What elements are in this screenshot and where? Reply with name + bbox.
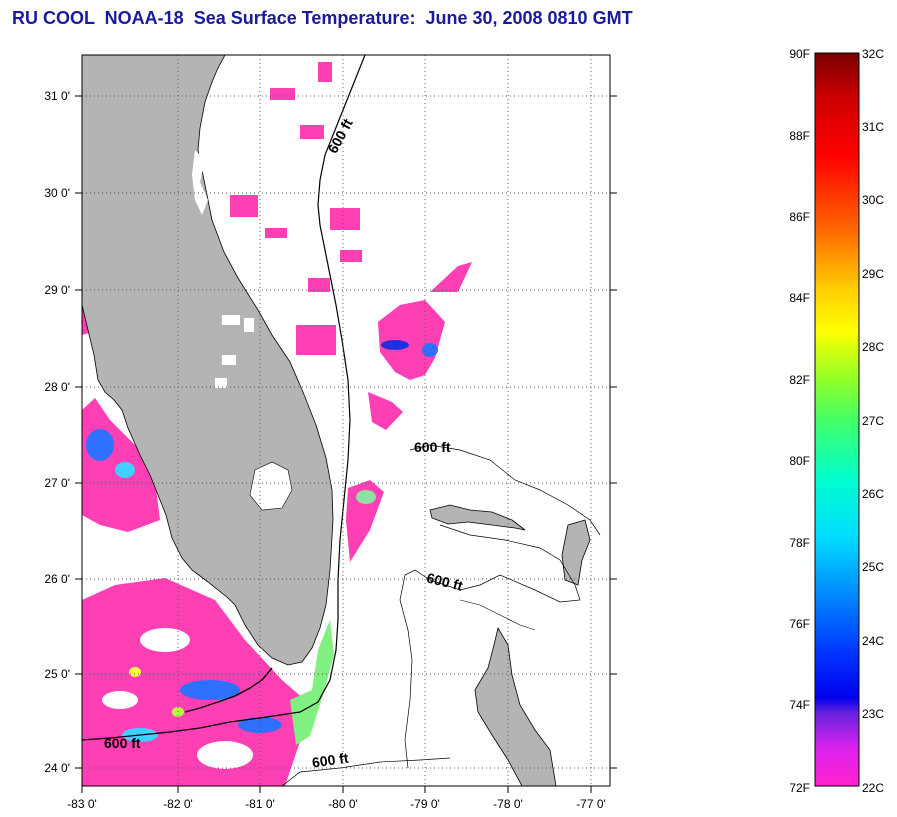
celsius-label: 28C <box>862 340 884 354</box>
little-bahama-bank-edge <box>409 444 601 536</box>
fahrenheit-label: 76F <box>789 617 810 631</box>
celsius-label: 27C <box>862 414 884 428</box>
fahrenheit-label: 82F <box>789 373 810 387</box>
isobath-label: 600 ft <box>104 735 141 751</box>
sst-patch-small <box>300 125 324 139</box>
lon-tick-label: -79 0' <box>410 797 440 811</box>
lon-tick-label: -81 0' <box>245 797 275 811</box>
great-bahama-bank-edge <box>399 524 581 769</box>
celsius-label: 30C <box>862 193 884 207</box>
lat-tick-label: 27 0' <box>44 476 70 490</box>
bank-edge <box>459 599 536 631</box>
colorbar-gradient <box>814 52 860 787</box>
lon-tick-label: -80 0' <box>328 797 358 811</box>
lon-tick-label: -78 0' <box>493 797 523 811</box>
lat-tick-label: 24 0' <box>44 761 70 775</box>
sst-patch-warmest <box>129 667 141 677</box>
map-grid <box>82 55 610 786</box>
sst-patch-warm <box>356 490 376 504</box>
andros-island <box>474 626 557 786</box>
sst-patch-small <box>230 195 258 217</box>
map-plot-area <box>82 55 610 786</box>
sst-patch-small <box>296 325 336 355</box>
lat-tick-label: 26 0' <box>44 572 70 586</box>
cloud-gap <box>140 628 190 652</box>
temperature-colorbar: 90F 88F 86F 84F 82F 80F 78F 76F 74F 72F … <box>789 47 884 795</box>
lon-tick-label: -82 0' <box>163 797 193 811</box>
isobath-label: 600 ft <box>414 439 451 455</box>
sst-patch-small <box>330 208 360 230</box>
cloud-gap <box>197 741 253 769</box>
inland-lake <box>215 378 227 388</box>
longitude-labels: -83 0' -82 0' -81 0' -80 0' -79 0' -78 0… <box>67 797 606 811</box>
fahrenheit-label: 84F <box>789 291 810 305</box>
map-title: RU COOL NOAA-18 Sea Surface Temperature:… <box>12 8 633 28</box>
sst-patch-small <box>340 250 362 262</box>
lon-tick-label: -83 0' <box>67 797 97 811</box>
florida-landmass <box>82 55 334 666</box>
cloud-gap <box>102 691 138 709</box>
lat-tick-label: 25 0' <box>44 667 70 681</box>
sst-patch-warm <box>115 462 135 478</box>
sst-patch-offshore <box>430 262 472 292</box>
celsius-label: 25C <box>862 560 884 574</box>
celsius-label: 32C <box>862 47 884 61</box>
celsius-label: 22C <box>862 781 884 795</box>
sst-patch-offshore <box>368 392 403 430</box>
celsius-label: 24C <box>862 634 884 648</box>
lat-tick-label: 31 0' <box>44 89 70 103</box>
fahrenheit-label: 90F <box>789 47 810 61</box>
sst-patch-offshore <box>378 300 445 380</box>
fahrenheit-scale: 90F 88F 86F 84F 82F 80F 78F 76F 74F 72F <box>789 47 810 795</box>
sst-patch-warm <box>422 343 438 357</box>
celsius-label: 26C <box>862 487 884 501</box>
lon-tick-label: -77 0' <box>576 797 606 811</box>
sst-patch-small <box>318 62 332 82</box>
sst-patch-small <box>265 228 287 238</box>
celsius-label: 29C <box>862 267 884 281</box>
inland-lake <box>222 355 236 365</box>
sst-patch-warm <box>238 717 282 733</box>
florida-keys <box>184 667 273 713</box>
abaco-island <box>561 519 591 586</box>
lat-tick-label: 28 0' <box>44 380 70 394</box>
celsius-scale: 32C 31C 30C 29C 28C 27C 26C 25C 24C 23C … <box>862 47 884 795</box>
sst-patch-keys <box>290 620 334 745</box>
lat-tick-label: 29 0' <box>44 283 70 297</box>
fahrenheit-label: 78F <box>789 536 810 550</box>
axis-ticks <box>75 95 617 793</box>
grand-bahama-island <box>429 504 526 531</box>
inland-lake <box>222 315 240 325</box>
sst-patch-small <box>308 278 330 292</box>
fahrenheit-label: 88F <box>789 129 810 143</box>
fahrenheit-label: 72F <box>789 781 810 795</box>
celsius-label: 31C <box>862 120 884 134</box>
celsius-label: 23C <box>862 707 884 721</box>
st-johns-river <box>192 150 208 215</box>
latitude-labels: 31 0' 30 0' 29 0' 28 0' 27 0' 26 0' 25 0… <box>44 89 70 775</box>
lat-tick-label: 30 0' <box>44 186 70 200</box>
fahrenheit-label: 86F <box>789 210 810 224</box>
inland-lake <box>244 318 254 332</box>
sst-patch-warm <box>86 429 114 461</box>
sst-patch-small <box>270 88 295 100</box>
lake-okeechobee <box>249 461 293 511</box>
map-frame <box>81 54 611 787</box>
sst-patch-warm <box>381 340 409 350</box>
sst-patch-warm <box>180 680 240 700</box>
isobath-600ft <box>82 55 366 741</box>
isobath-label: 600 ft <box>311 750 350 771</box>
fahrenheit-label: 80F <box>789 454 810 468</box>
fahrenheit-label: 74F <box>789 698 810 712</box>
